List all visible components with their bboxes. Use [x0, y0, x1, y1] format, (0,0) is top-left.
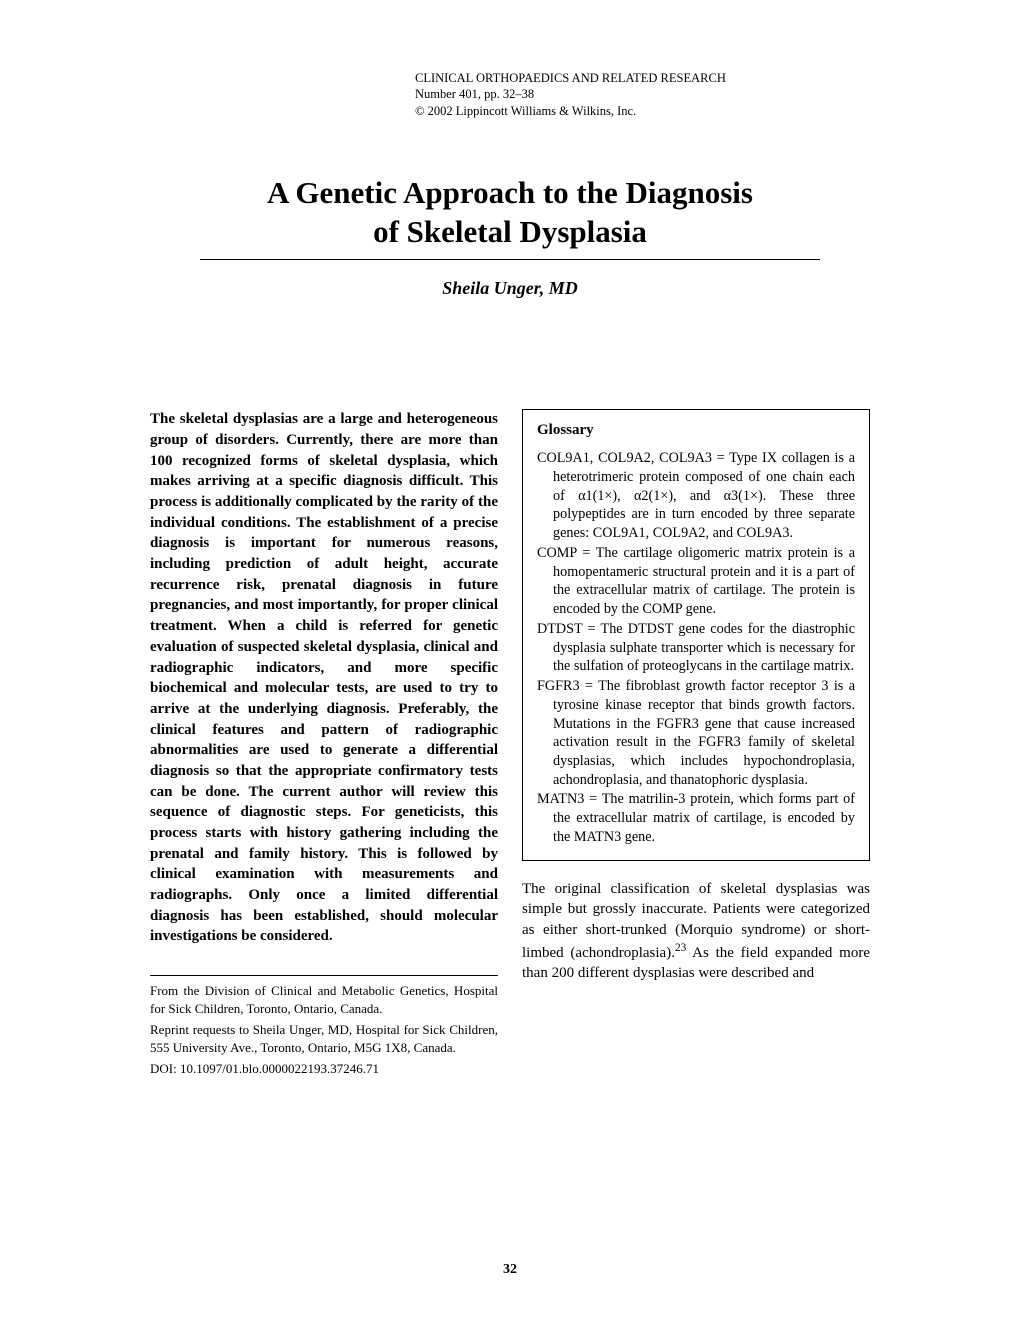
- title-line-2: of Skeletal Dysplasia: [373, 214, 647, 249]
- abstract-text: The skeletal dysplasias are a large and …: [150, 409, 498, 947]
- page-number: 32: [0, 1262, 1020, 1278]
- title-rule: [200, 259, 820, 260]
- affiliation: From the Division of Clinical and Metabo…: [150, 982, 498, 1017]
- glossary-title: Glossary: [537, 422, 855, 439]
- glossary-item: COL9A1, COL9A2, COL9A3 = Type IX collage…: [537, 449, 855, 543]
- footnote-rule: [150, 975, 498, 976]
- reprint-requests: Reprint requests to Sheila Unger, MD, Ho…: [150, 1021, 498, 1056]
- glossary-item: DTDST = The DTDST gene codes for the dia…: [537, 620, 855, 676]
- two-column-layout: The skeletal dysplasias are a large and …: [150, 409, 870, 1082]
- issue-info: Number 401, pp. 32–38: [415, 86, 870, 102]
- body-paragraph: The original classification of skeletal …: [522, 879, 870, 984]
- journal-header: CLINICAL ORTHOPAEDICS AND RELATED RESEAR…: [415, 70, 870, 119]
- glossary-item: COMP = The cartilage oligomeric matrix p…: [537, 544, 855, 619]
- title-line-1: A Genetic Approach to the Diagnosis: [267, 175, 753, 210]
- right-column: Glossary COL9A1, COL9A2, COL9A3 = Type I…: [522, 409, 870, 1082]
- copyright: © 2002 Lippincott Williams & Wilkins, In…: [415, 103, 870, 119]
- footnote-block: From the Division of Clinical and Metabo…: [150, 982, 498, 1078]
- glossary-box: Glossary COL9A1, COL9A2, COL9A3 = Type I…: [522, 409, 870, 860]
- doi: DOI: 10.1097/01.blo.0000022193.37246.71: [150, 1060, 498, 1078]
- page-container: CLINICAL ORTHOPAEDICS AND RELATED RESEAR…: [0, 0, 1020, 1132]
- journal-name: CLINICAL ORTHOPAEDICS AND RELATED RESEAR…: [415, 70, 870, 86]
- author-name: Sheila Unger, MD: [150, 278, 870, 299]
- citation-sup: 23: [675, 942, 686, 954]
- left-column: The skeletal dysplasias are a large and …: [150, 409, 498, 1082]
- glossary-item: MATN3 = The matrilin-3 protein, which fo…: [537, 790, 855, 846]
- paper-title: A Genetic Approach to the Diagnosis of S…: [150, 174, 870, 252]
- glossary-item: FGFR3 = The fibroblast growth factor rec…: [537, 677, 855, 789]
